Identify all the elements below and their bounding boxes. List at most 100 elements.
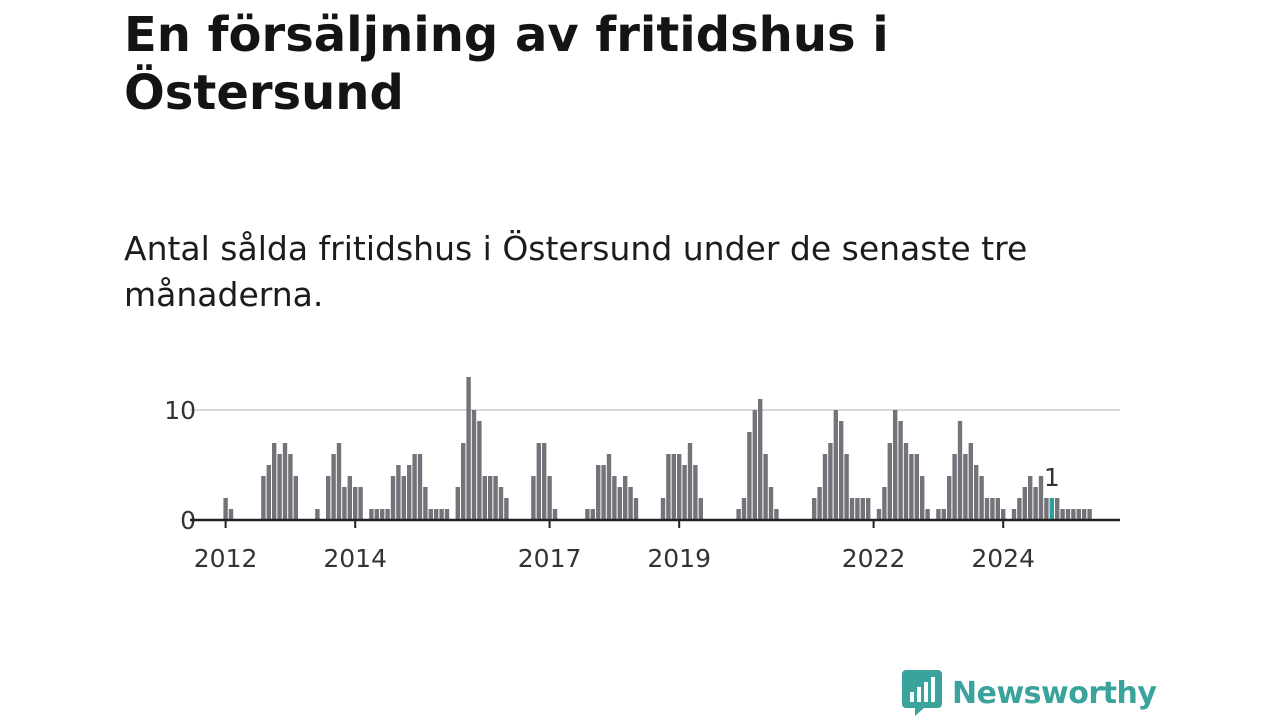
bar [812,498,817,520]
bar [272,443,277,520]
bar [315,509,320,520]
bar [1060,509,1065,520]
bar [466,377,471,520]
brand-name: Newsworthy [952,675,1157,711]
bar [849,498,855,520]
bar [336,443,342,520]
bar [552,509,558,520]
bar [817,487,822,520]
bar [758,399,763,520]
y-tick-label: 0 [180,506,196,535]
bar [1022,487,1027,520]
bar [331,454,336,520]
bar [488,476,493,520]
bar [417,454,423,520]
bar [455,487,460,520]
bar [963,454,968,520]
bar [855,498,860,520]
bar [266,465,271,520]
bar [947,476,952,520]
bar [288,454,293,520]
bar [671,454,676,520]
bar [660,498,666,520]
bar [1038,476,1044,520]
bar [347,476,352,520]
bar [282,443,288,520]
bar [471,410,477,520]
bar [326,476,331,520]
bar [623,476,628,520]
x-tick-label: 2024 [971,544,1035,573]
bar [434,509,439,520]
bar [407,465,412,520]
x-tick-label: 2022 [842,544,906,573]
bar [585,509,590,520]
bar [1028,476,1033,520]
bar [682,465,687,520]
bar [439,509,444,520]
bar [839,421,844,520]
bar [590,509,595,520]
bar [369,509,374,520]
bar [1001,509,1006,520]
bar [1044,498,1049,520]
bar [412,454,417,520]
bar [693,465,698,520]
bar [941,509,946,520]
bar [860,498,865,520]
bar [498,487,504,520]
chart-title: En försäljning av fritidshus i Östersund [124,7,889,121]
newsworthy-logo-icon [902,670,942,716]
bar [974,465,979,520]
bar [903,443,909,520]
bar [374,509,379,520]
bar [925,509,930,520]
x-tick-label: 2012 [194,544,258,573]
bar [493,476,498,520]
bar [736,509,741,520]
bar [1055,498,1060,520]
bar [547,476,552,520]
newsworthy-brand[interactable]: Newsworthy [902,670,1157,716]
bar [995,498,1000,520]
bar [223,498,228,520]
bar [542,443,547,520]
bar [1071,509,1076,520]
x-tick-label: 2017 [518,544,582,573]
bar [920,476,925,520]
bar [482,476,487,520]
x-tick-label: 2019 [647,544,711,573]
bar [936,509,941,520]
bar [1011,509,1017,520]
bar [477,421,482,520]
bar [504,498,509,520]
bar [1033,487,1038,520]
bar [914,454,919,520]
bar [423,487,428,520]
bar [342,487,347,520]
bar [833,410,838,520]
bar [844,454,849,520]
bar [876,509,882,520]
bar [1087,509,1092,520]
bar [968,443,973,520]
bar [774,509,779,520]
bar [628,487,633,520]
bar [677,454,682,520]
bar [444,509,450,520]
bar [687,443,693,520]
bar [1065,509,1071,520]
highlighted-bar [1049,498,1054,520]
x-tick-label: 2014 [323,544,387,573]
bar [828,443,833,520]
bar [353,487,358,520]
bar [952,454,957,520]
bar-chart: 0 10 2012 2014 2017 2019 2022 2024 1 [164,377,1120,573]
bar [536,443,541,520]
bar [752,410,757,520]
bar [1017,498,1022,520]
y-tick-label: 10 [164,396,196,425]
bar [358,487,363,520]
bar [385,509,390,520]
bar [822,454,828,520]
